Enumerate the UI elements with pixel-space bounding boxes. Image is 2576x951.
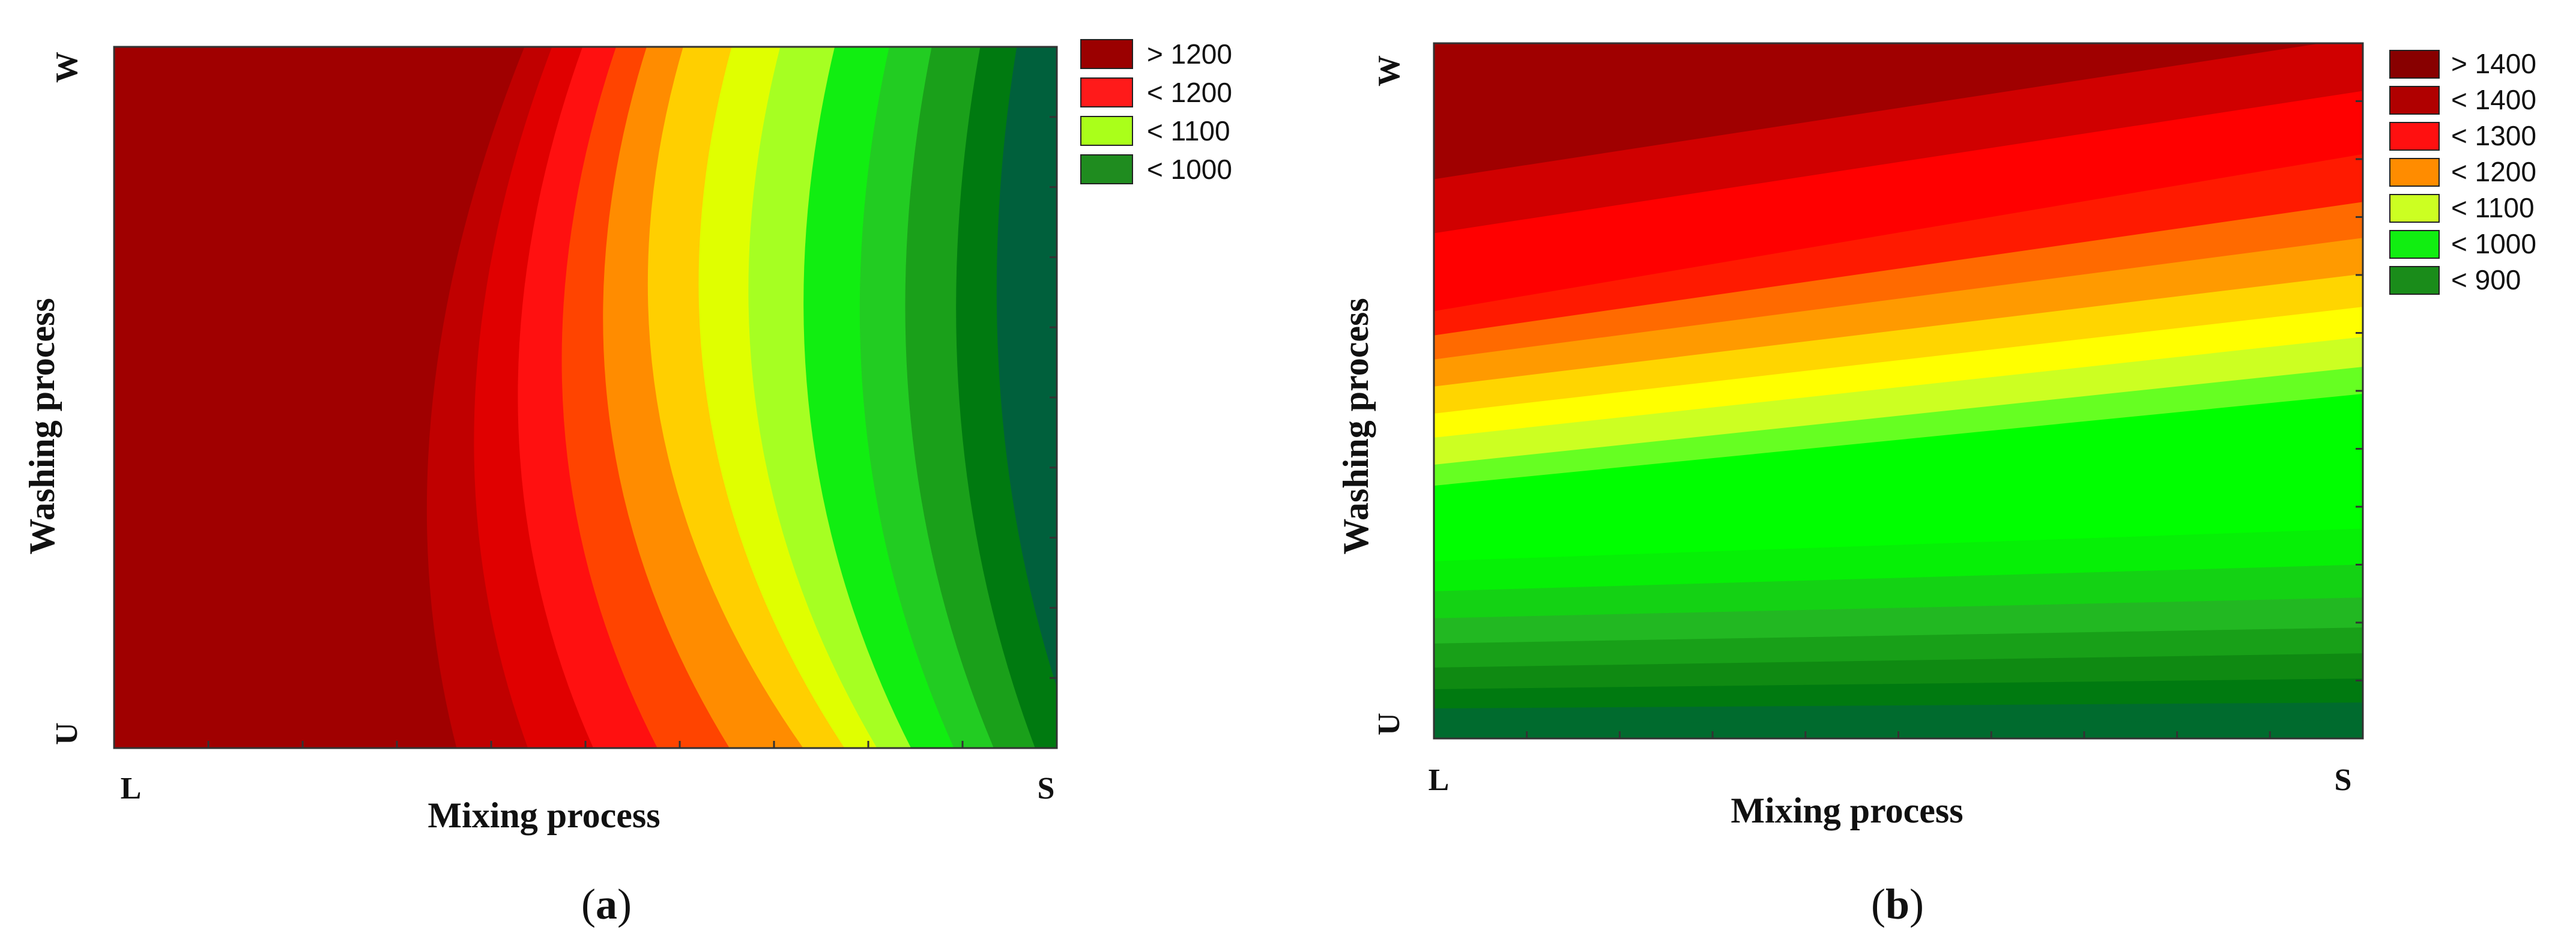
panel-b-band-18	[1434, 43, 2322, 180]
panel-b-plot-area	[1434, 43, 2363, 738]
panel-b-legend-swatch-5	[2389, 194, 2440, 223]
panel-b-legend-label-1: > 1400	[2451, 48, 2536, 79]
panel-a-plot-area	[114, 47, 1057, 748]
panel-b-legend-swatch-3	[2389, 122, 2440, 151]
panel-b-contour-bands	[1434, 43, 2363, 723]
panel-a-legend-swatch-3	[1080, 116, 1133, 146]
panel-b-legend-swatch-7	[2389, 266, 2440, 295]
panel-b-legend-label-2: < 1400	[2451, 84, 2536, 115]
panel-b-x-tick-l: L	[1429, 763, 1450, 797]
panel-a-label: (a)	[581, 880, 632, 928]
panel-a-legend-swatch-1	[1080, 39, 1133, 69]
panel-a-legend-swatch-2	[1080, 77, 1133, 107]
panel-a-x-tick-s: S	[1038, 771, 1055, 806]
panel-b-legend-label-3: < 1300	[2451, 120, 2536, 151]
panel-b-y-axis-title: Washing process	[1336, 298, 1376, 554]
panel-a-legend-swatch-4	[1080, 154, 1133, 184]
panel-a: W U L S Mixing process Washing process >…	[22, 38, 1232, 928]
panel-b: W U L S Mixing process Washing process >…	[1336, 42, 2536, 928]
panel-a-ticks	[113, 46, 1058, 749]
panel-b-legend-label-7: < 900	[2451, 264, 2521, 295]
panel-a-legend-label-2: < 1200	[1147, 77, 1232, 108]
panel-a-y-tick-u: U	[50, 722, 84, 745]
panel-b-x-tick-s: S	[2335, 763, 2352, 797]
panel-a-legend-label-1: > 1200	[1147, 38, 1232, 70]
panel-b-legend-label-5: < 1100	[2451, 192, 2535, 223]
panel-b-legend-swatch-1	[2389, 50, 2440, 79]
panel-b-y-tick-u: U	[1372, 713, 1406, 735]
panel-b-label: (b)	[1871, 880, 1924, 928]
panel-b-legend-swatch-2	[2389, 86, 2440, 115]
panel-b-legend-swatch-4	[2389, 158, 2440, 187]
panel-b-ticks	[1433, 42, 2364, 740]
panel-a-legend-label-3: < 1100	[1147, 115, 1230, 146]
panel-a-legend: > 1200 < 1200 < 1100 < 1000	[1080, 38, 1232, 185]
panel-b-legend-label-6: < 1000	[2451, 228, 2536, 259]
panel-a-x-tick-l: L	[121, 771, 142, 806]
panel-a-contour-bands	[114, 47, 1057, 748]
panel-a-x-axis-title: Mixing process	[428, 796, 660, 835]
panel-a-y-axis-title: Washing process	[22, 298, 62, 554]
panel-b-x-axis-title: Mixing process	[1731, 791, 1963, 830]
panel-a-legend-label-4: < 1000	[1147, 154, 1232, 185]
panel-b-legend-label-4: < 1200	[2451, 156, 2536, 187]
panel-b-legend: > 1400 < 1400 < 1300 < 1200 < 1100 < 100…	[2389, 48, 2536, 295]
panel-a-y-tick-w: W	[50, 52, 84, 83]
panel-b-y-tick-w: W	[1372, 55, 1406, 86]
panel-b-legend-swatch-6	[2389, 230, 2440, 259]
panel-a-band-1	[996, 47, 1057, 687]
